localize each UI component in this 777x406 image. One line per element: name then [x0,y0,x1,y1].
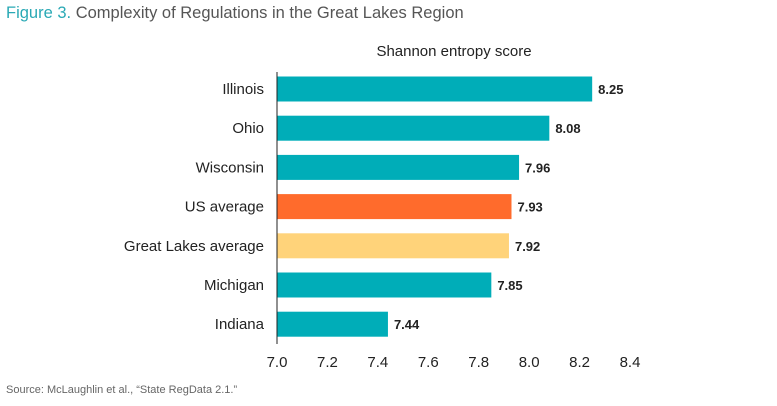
x-tick-label: 8.2 [569,354,590,371]
bar-great-lakes-average [277,233,509,259]
value-label-ohio: 8.08 [555,121,580,136]
value-label-wisconsin: 7.96 [525,160,550,175]
x-tick-labels: 7.0 7.2 7.4 7.6 7.8 8.0 8.2 8.4 [267,354,641,371]
bar-indiana [277,311,388,337]
category-label-indiana: Indiana [215,316,265,333]
value-label-illinois: 8.25 [598,82,623,97]
figure-label: Figure 3. [6,4,72,22]
bar-us-average [277,194,512,220]
category-label-michigan: Michigan [204,277,264,294]
category-label-us-average: US average [185,199,264,216]
x-tick-label: 8.4 [620,354,641,371]
value-label-us-average: 7.93 [517,200,542,215]
category-label-ohio: Ohio [232,120,264,137]
x-tick-label: 7.8 [468,354,489,371]
source-note: Source: McLaughlin et al., “State RegDat… [6,384,238,396]
x-tick-label: 7.6 [418,354,439,371]
bar-chart: Shannon entropy score Illinois 8.25 Ohio 8.… [124,43,641,371]
category-label-great-lakes-average: Great Lakes average [124,238,264,255]
chart-title: Figure 3. Complexity of Regulations in t… [6,4,464,23]
x-tick-label: 7.0 [267,354,288,371]
bar-michigan [277,272,492,298]
bars-group: Illinois 8.25 Ohio 8.08 Wisconsin 7.96 US aver… [124,76,623,337]
x-tick-label: 8.0 [519,354,540,371]
x-tick-label: 7.2 [317,354,338,371]
value-label-indiana: 7.44 [394,317,420,332]
bar-ohio [277,115,550,141]
bar-illinois [277,76,593,102]
value-label-michigan: 7.85 [497,278,522,293]
category-label-illinois: Illinois [222,81,264,98]
value-label-great-lakes-average: 7.92 [515,239,540,254]
x-tick-label: 7.4 [367,354,388,371]
figure-title: Complexity of Regulations in the Great L… [75,4,464,22]
category-label-wisconsin: Wisconsin [196,159,264,176]
bar-wisconsin [277,154,520,180]
x-axis-title: Shannon entropy score [376,43,531,60]
